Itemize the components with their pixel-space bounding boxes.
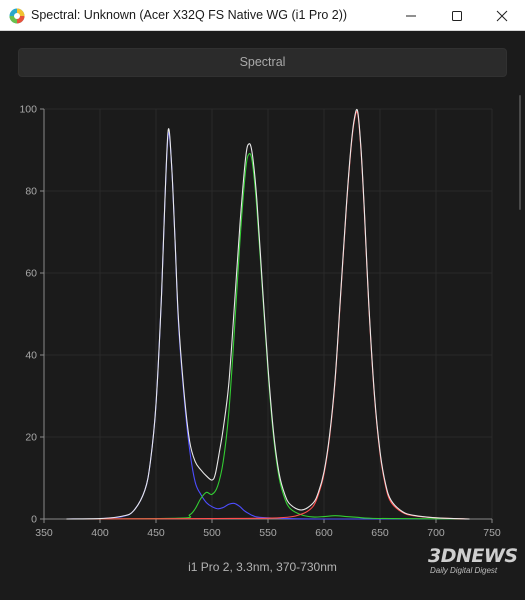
minimize-icon — [406, 15, 416, 17]
y-tick-label: 80 — [25, 186, 37, 198]
spectral-chart: 350 400 450 500 550 600 650 700 750 0 20 40 60 80 100 — [19, 104, 500, 540]
chart-tick-labels: 350 400 450 500 550 600 650 700 750 0 20 40 60 80 100 — [19, 104, 500, 540]
x-tick-label: 550 — [259, 527, 277, 539]
x-tick-label: 350 — [35, 527, 53, 539]
title-bar[interactable]: Spectral: Unknown (Acer X32Q FS Native W… — [0, 0, 525, 31]
y-tick-label: 20 — [25, 432, 37, 444]
watermark-logo: 3DNEWS Daily Digital Digest — [424, 545, 518, 581]
x-tick-label: 400 — [91, 527, 109, 539]
y-tick-label: 40 — [25, 350, 37, 362]
tab-spectral[interactable]: Spectral — [18, 48, 507, 77]
x-tick-label: 450 — [147, 527, 165, 539]
chart-grid — [43, 108, 493, 520]
y-tick-label: 0 — [31, 514, 37, 526]
x-tick-label: 600 — [315, 527, 333, 539]
window-title: Spectral: Unknown (Acer X32Q FS Native W… — [31, 8, 348, 22]
watermark-sub: Daily Digital Digest — [430, 566, 498, 575]
minimize-button[interactable] — [388, 0, 434, 31]
series-line-white — [66, 108, 470, 520]
close-icon — [496, 10, 508, 22]
x-tick-label: 700 — [427, 527, 445, 539]
close-button[interactable] — [479, 0, 525, 31]
watermark-main: 3DNEWS — [428, 545, 518, 567]
chart-caption: i1 Pro 2, 3.3nm, 370-730nm — [188, 560, 337, 574]
maximize-icon — [452, 11, 462, 21]
x-tick-label: 750 — [483, 527, 501, 539]
x-tick-label: 650 — [371, 527, 389, 539]
scrollbar-thumb[interactable] — [519, 95, 521, 210]
chart-series — [66, 108, 470, 520]
y-tick-label: 60 — [25, 268, 37, 280]
chart-axes — [40, 108, 493, 523]
app-logo-icon — [9, 8, 25, 24]
maximize-button[interactable] — [434, 0, 480, 31]
y-tick-label: 100 — [19, 104, 37, 116]
x-tick-label: 500 — [203, 527, 221, 539]
